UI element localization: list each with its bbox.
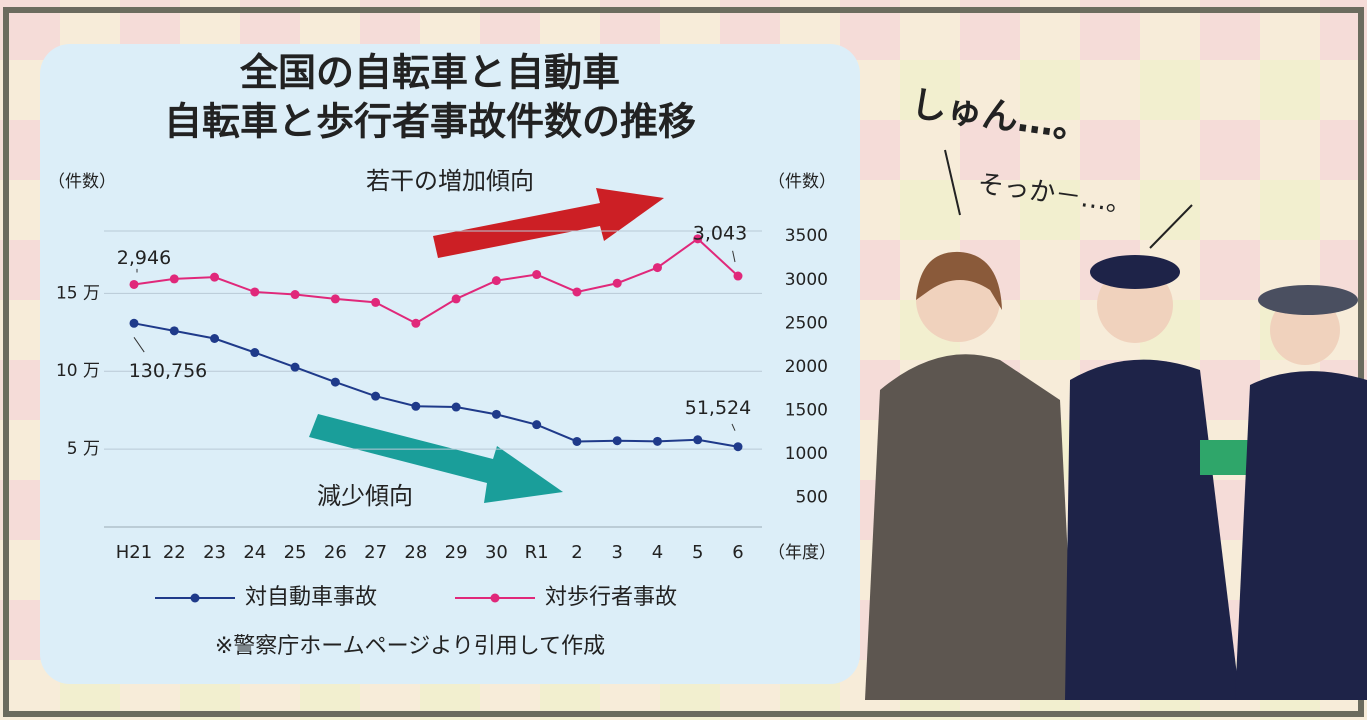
point (653, 437, 662, 446)
point (693, 435, 702, 444)
point (613, 279, 622, 288)
y-tick-label: 10 万 (56, 361, 100, 381)
point (170, 274, 179, 283)
x-tick-label: 28 (404, 542, 427, 563)
point (411, 402, 420, 411)
point (170, 326, 179, 335)
annotation: 減少傾向 (317, 482, 413, 510)
point (291, 363, 300, 372)
x-axis-label: （年度） (768, 543, 836, 563)
legend-label: 対歩行者事故 (545, 585, 677, 610)
x-tick-label: 3 (611, 542, 622, 563)
y2-tick-label: 1500 (785, 400, 828, 420)
point (492, 276, 501, 285)
point (291, 290, 300, 299)
point (250, 348, 259, 357)
value-label: 2,946 (117, 247, 171, 269)
point (653, 263, 662, 272)
point (210, 334, 219, 343)
x-tick-label: 25 (284, 542, 307, 563)
y2-tick-label: 500 (796, 487, 828, 507)
point (210, 273, 219, 282)
point (532, 270, 541, 279)
point (452, 294, 461, 303)
subtitle: 自転車と歩行者事故件数の推移 (164, 100, 696, 144)
x-tick-label: 24 (243, 542, 266, 563)
x-tick-label: 27 (364, 542, 387, 563)
x-tick-label: R1 (525, 542, 549, 563)
y-axis-label: （件数） (48, 172, 116, 192)
y2-tick-label: 2500 (785, 313, 828, 333)
point (130, 319, 139, 328)
point (734, 442, 743, 451)
point (130, 280, 139, 289)
infographic: 全国の自転車と自動車 自転車と歩行者事故件数の推移 （件数） （件数） （年度）… (0, 0, 1367, 720)
point (331, 294, 340, 303)
x-tick-label: 22 (163, 542, 186, 563)
point (572, 287, 581, 296)
x-tick-label: 29 (445, 542, 468, 563)
point (532, 420, 541, 429)
y2-tick-label: 3000 (785, 270, 828, 290)
x-tick-label: 5 (692, 542, 703, 563)
y2-tick-label: 1000 (785, 444, 828, 464)
page: {"chart_data": {"type": "line", "title":… (0, 0, 1367, 720)
point (371, 298, 380, 307)
x-tick-label: 6 (732, 542, 743, 563)
y2-tick-label: 3500 (785, 226, 828, 246)
y2-axis-label: （件数） (768, 172, 836, 192)
point (250, 287, 259, 296)
point (613, 436, 622, 445)
x-tick-label: 23 (203, 542, 226, 563)
point (331, 378, 340, 387)
value-label: 51,524 (685, 397, 751, 419)
value-label: 130,756 (129, 360, 208, 382)
x-tick-label: H21 (116, 542, 152, 563)
x-tick-label: 26 (324, 542, 347, 563)
legend-label: 対自動車事故 (245, 585, 377, 610)
legend-marker (491, 594, 500, 603)
point (371, 392, 380, 401)
point (572, 437, 581, 446)
x-tick-label: 2 (571, 542, 582, 563)
y2-tick-label: 2000 (785, 357, 828, 377)
x-tick-label: 4 (652, 542, 663, 563)
point (734, 272, 743, 281)
photo (865, 252, 1367, 700)
value-label: 3,043 (693, 223, 747, 245)
legend-marker (191, 594, 200, 603)
source-note: ※警察庁ホームページより引用して作成 (215, 634, 605, 659)
point (492, 410, 501, 419)
point (452, 403, 461, 412)
x-tick-label: 30 (485, 542, 508, 563)
annotation: 若干の増加傾向 (366, 167, 534, 195)
y-tick-label: 15 万 (56, 283, 100, 303)
point (411, 319, 420, 328)
title: 全国の自転車と自動車 (239, 51, 620, 95)
y-tick-label: 5 万 (67, 439, 100, 459)
